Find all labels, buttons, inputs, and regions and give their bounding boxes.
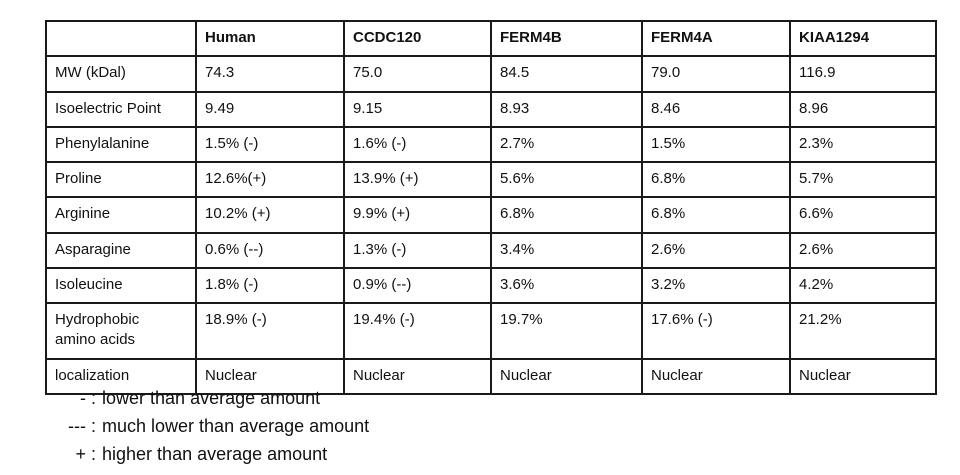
row-label: Phenylalanine [45, 125, 197, 164]
column-header: KIAA1294 [789, 19, 937, 58]
legend-item: -: lower than average amount [48, 384, 369, 412]
row-label: Hydrophobic amino acids [45, 302, 197, 360]
column-header: FERM4B [490, 19, 643, 58]
table-cell: 6.6% [789, 196, 937, 234]
table-cell: 3.2% [641, 266, 791, 305]
table-body: MW (kDal) 74.3 75.0 84.5 79.0 116.9 Isoelectri… [45, 55, 937, 395]
table-cell: 19.7% [490, 302, 643, 360]
table-row: MW (kDal) 74.3 75.0 84.5 79.0 116.9 [45, 55, 937, 93]
table-row: Proline 12.6%(+) 13.9% (+) 5.6% 6.8% 5.7% [45, 160, 937, 199]
legend-item: +: higher than average amount [48, 440, 369, 468]
header-row: Human CCDC120 FERM4B FERM4A KIAA1294 [45, 19, 937, 58]
table-cell: 19.4% (-) [343, 302, 492, 360]
table-cell: 2.6% [641, 231, 791, 269]
legend-text: higher than average amount [102, 444, 328, 464]
legend-colon: : [91, 416, 97, 436]
table-cell: Nuclear [490, 357, 643, 395]
table-cell: 84.5 [490, 55, 643, 93]
table-row: Asparagine 0.6% (--) 1.3% (-) 3.4% 2.6% 2.6% [45, 231, 937, 269]
table-row: Isoleucine 1.8% (-) 0.9% (--) 3.6% 3.2% 4.2% [45, 266, 937, 305]
row-label: Isoelectric Point [45, 90, 197, 128]
table-cell: 10.2% (+) [195, 196, 345, 234]
table-cell: 3.4% [490, 231, 643, 269]
legend-text: much lower than average amount [102, 416, 370, 436]
table-cell: 4.2% [789, 266, 937, 305]
table-cell: 6.8% [641, 196, 791, 234]
table-cell: 9.49 [195, 90, 345, 128]
table-cell: 9.15 [343, 90, 492, 128]
table-cell: Nuclear [641, 357, 791, 395]
legend: -: lower than average amount ---: much lowe… [48, 384, 369, 468]
table-cell: 0.6% (--) [195, 231, 345, 269]
corner-cell [45, 19, 197, 58]
table-cell: 6.8% [641, 160, 791, 199]
table-cell: 12.6%(+) [195, 160, 345, 199]
table-cell: 1.8% (-) [195, 266, 345, 305]
column-header: FERM4A [641, 19, 791, 58]
table-cell: 8.93 [490, 90, 643, 128]
legend-item: ---: much lower than average amount [48, 412, 369, 440]
table-cell: 9.9% (+) [343, 196, 492, 234]
column-header: Human [195, 19, 345, 58]
table-cell: 3.6% [490, 266, 643, 305]
table-cell: 74.3 [195, 55, 345, 93]
table-cell: 21.2% [789, 302, 937, 360]
legend-symbol: - [80, 388, 86, 408]
table-cell: 116.9 [789, 55, 937, 93]
row-label: Isoleucine [45, 266, 197, 305]
table-row: Hydrophobic amino acids 18.9% (-) 19.4% (-… [45, 302, 937, 360]
column-header: CCDC120 [343, 19, 492, 58]
table-cell: Nuclear [789, 357, 937, 395]
table-cell: 1.5% [641, 125, 791, 164]
table-cell: 2.3% [789, 125, 937, 164]
legend-colon: : [91, 444, 97, 464]
table-cell: 6.8% [490, 196, 643, 234]
row-label: localization [45, 357, 197, 395]
table-cell: 13.9% (+) [343, 160, 492, 199]
legend-colon: : [91, 388, 97, 408]
table-cell: 75.0 [343, 55, 492, 93]
table-row: Arginine 10.2% (+) 9.9% (+) 6.8% 6.8% 6.6% [45, 196, 937, 234]
table-cell: 79.0 [641, 55, 791, 93]
table-cell: 1.5% (-) [195, 125, 345, 164]
table-row: localization Nuclear Nuclear Nuclear Nuclear… [45, 357, 937, 395]
legend-text: lower than average amount [102, 388, 321, 408]
protein-comparison-table: Human CCDC120 FERM4B FERM4A KIAA1294 MW (kDa… [45, 19, 937, 395]
legend-symbol: + [75, 444, 86, 464]
row-label: Asparagine [45, 231, 197, 269]
table-cell: 1.3% (-) [343, 231, 492, 269]
table-cell: Nuclear [343, 357, 492, 395]
table-cell: 18.9% (-) [195, 302, 345, 360]
row-label: MW (kDal) [45, 55, 197, 93]
table-cell: 17.6% (-) [641, 302, 791, 360]
table-cell: 1.6% (-) [343, 125, 492, 164]
table-cell: 5.7% [789, 160, 937, 199]
protein-comparison-table-container: Human CCDC120 FERM4B FERM4A KIAA1294 MW (kDa… [45, 19, 937, 395]
table-cell: 8.96 [789, 90, 937, 128]
table-cell: 8.46 [641, 90, 791, 128]
table-cell: 2.7% [490, 125, 643, 164]
table-cell: 5.6% [490, 160, 643, 199]
table-row: Isoelectric Point 9.49 9.15 8.93 8.46 8.96 [45, 90, 937, 128]
row-label: Proline [45, 160, 197, 199]
row-label: Arginine [45, 196, 197, 234]
table-cell: Nuclear [195, 357, 345, 395]
table-row: Phenylalanine 1.5% (-) 1.6% (-) 2.7% 1.5% 2.3… [45, 125, 937, 164]
legend-symbol: --- [68, 416, 86, 436]
table-cell: 2.6% [789, 231, 937, 269]
table-cell: 0.9% (--) [343, 266, 492, 305]
table-header: Human CCDC120 FERM4B FERM4A KIAA1294 [45, 19, 937, 58]
